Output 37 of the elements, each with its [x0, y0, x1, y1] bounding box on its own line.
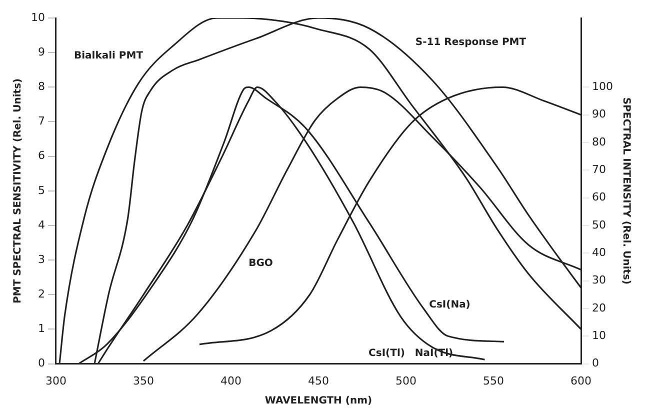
x-axis-title: WAVELENGTH (nm) [264, 396, 372, 407]
y2-tick-label: 10 [592, 328, 606, 342]
y2-tick-label: 40 [592, 246, 606, 260]
x-tick-label: 550 [483, 374, 504, 388]
y-tick-label: 5 [38, 184, 45, 197]
y-tick-label: 3 [38, 252, 45, 266]
y-tick-label: 9 [38, 45, 45, 58]
annotation: CsI(Na) [429, 300, 470, 311]
y-tick-label: 6 [38, 149, 45, 162]
y-tick-label: 0 [38, 356, 45, 370]
y2-tick-label: 50 [592, 218, 606, 232]
annotation: BGO [248, 258, 273, 270]
x-tick-label: 600 [570, 374, 592, 388]
y-tick-label: 10 [30, 10, 45, 24]
annotation: CsI(Tl) [368, 348, 405, 360]
y2-tick-label: 100 [592, 80, 614, 94]
y2-tick-label: 90 [592, 108, 606, 121]
x-tick-label: 500 [396, 374, 416, 388]
y2-tick-label: 70 [592, 163, 606, 176]
y2-tick-label: 60 [592, 190, 606, 204]
annotation: Bialkali PMT [74, 50, 144, 62]
x-tick-label: 300 [45, 374, 66, 388]
annotation: S-11 Response PMT [415, 36, 526, 48]
y-tick-label: 7 [38, 114, 45, 128]
y-tick-label: 4 [38, 218, 45, 232]
x-tick-label: 450 [308, 374, 329, 388]
y-tick-label: 1 [38, 322, 45, 336]
y-tick-label: 8 [38, 80, 45, 94]
x-tick-label: 400 [220, 374, 242, 388]
y2-tick-label: 20 [592, 301, 606, 314]
x-tick-label: 350 [133, 374, 154, 388]
y-axis-title: PMT SPECTRAL SENSITIVITY (Rel. Units) [12, 78, 24, 304]
y2-tick-label: 80 [592, 135, 606, 148]
y2-tick-label: 0 [592, 356, 600, 370]
y2-tick-label: 30 [592, 274, 606, 287]
y2-axis-title: SPECTRAL INTENSITY (Rel. Units) [620, 97, 632, 284]
y-tick-label: 2 [38, 288, 45, 300]
